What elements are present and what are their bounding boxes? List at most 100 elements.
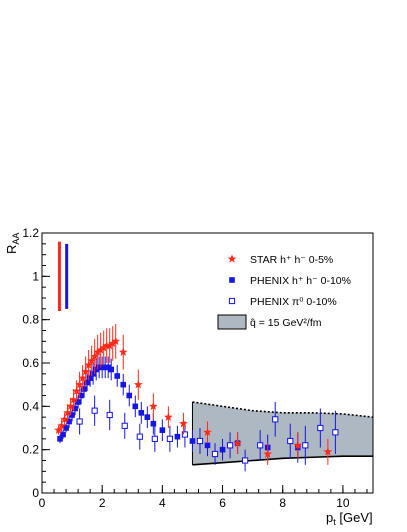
x-tick-label: 10 (336, 496, 350, 510)
data-point-star (54, 425, 63, 434)
data-point-filled-square (219, 446, 226, 453)
data-point-star (96, 345, 106, 354)
data-point-open-square (257, 442, 264, 449)
data-point-filled-square (99, 364, 105, 371)
data-point-open-square (106, 411, 113, 419)
legend-label: STAR h⁺ h⁻ 0-5% (250, 254, 333, 266)
data-point-open-square (196, 437, 204, 445)
legend-swatch-band (217, 314, 247, 330)
data-point-filled-square (102, 364, 108, 371)
data-point-star (164, 412, 173, 421)
data-point-filled-square (105, 364, 111, 371)
data-point-star (148, 401, 158, 411)
data-point-filled-square (144, 414, 151, 420)
data-point-open-square (226, 442, 234, 449)
data-point-star (75, 380, 84, 389)
data-point-star (118, 347, 128, 356)
data-point-filled-square (114, 373, 121, 379)
data-point-star (293, 440, 303, 450)
data-point-filled-square (69, 412, 75, 418)
data-point-open-square (317, 424, 324, 432)
data-point-star (84, 360, 94, 369)
data-point-star (81, 367, 91, 376)
x-tick-label: 2 (99, 496, 106, 510)
data-point-open-square (272, 416, 279, 423)
data-point-filled-square (108, 366, 115, 373)
data-point-filled-square (96, 364, 102, 371)
data-point-filled-square (63, 425, 69, 431)
data-point-star (179, 419, 188, 428)
y-tick-label: 0.6 (22, 356, 39, 370)
data-point-open-square (211, 450, 219, 458)
data-point-filled-square (81, 386, 87, 392)
data-point-open-square (136, 433, 143, 440)
data-point-filled-square (174, 433, 181, 440)
band-lower-curve (192, 455, 373, 466)
x-axis-title-main: p (326, 510, 333, 525)
legend-swatch-filled-square (229, 277, 235, 283)
data-point-star (233, 438, 242, 447)
data-point-star (60, 414, 69, 424)
x-axis-title: pt [GeV] (326, 510, 373, 527)
data-point-star (90, 351, 100, 361)
y-tick-label: 0.4 (22, 399, 39, 413)
data-point-filled-square (120, 381, 127, 388)
data-point-star (78, 373, 87, 382)
data-point-open-square (151, 435, 158, 442)
y-tick-label: 0.2 (22, 443, 39, 457)
data-point-open-square (287, 437, 294, 445)
data-point-filled-square (126, 392, 133, 399)
legend-swatch-star (227, 254, 237, 263)
data-point-filled-square (78, 392, 84, 399)
legend-swatch-open-square (228, 297, 236, 305)
data-point-open-square (166, 435, 173, 442)
data-point-filled-square (87, 375, 93, 381)
x-tick-label: 6 (219, 496, 226, 510)
data-point-open-square (302, 442, 309, 449)
data-point-star (105, 341, 115, 350)
data-point-open-square (91, 407, 98, 414)
data-point-filled-square (60, 431, 66, 438)
data-point-star (111, 336, 121, 346)
data-point-star (108, 338, 118, 348)
data-point-star (323, 447, 333, 456)
data-point-filled-square (138, 410, 145, 416)
data-point-open-square (181, 431, 189, 438)
data-point-open-square (242, 457, 249, 464)
data-point-filled-square (159, 427, 166, 433)
legend-label: PHENIX π⁰ 0-10% (250, 296, 337, 308)
data-point-filled-square (57, 436, 63, 442)
data-point-star (263, 449, 273, 458)
data-point-star (57, 421, 66, 430)
legend-label: q̂ = 15 GeV²/fm (250, 317, 322, 329)
data-point-star (203, 427, 212, 437)
data-point-filled-square (93, 366, 99, 373)
y-tick-label: 1.2 (22, 226, 39, 240)
data-point-star (66, 401, 75, 411)
data-point-star (87, 356, 97, 365)
data-point-star (133, 380, 143, 389)
y-tick-label: 1 (32, 269, 39, 283)
x-axis-title-sub: t (333, 517, 336, 527)
data-point-filled-square (75, 399, 81, 405)
data-point-star (63, 408, 72, 417)
data-point-star (72, 386, 81, 395)
data-point-filled-square (90, 371, 96, 377)
data-point-filled-square (204, 442, 211, 449)
data-point-open-square (121, 422, 128, 429)
y-tick-label: 0.8 (22, 313, 39, 327)
data-point-filled-square (189, 438, 196, 444)
data-point-filled-square (72, 405, 78, 412)
y-axis-title: RAA (4, 233, 21, 254)
data-point-filled-square (132, 403, 139, 410)
x-tick-label: 0 (39, 496, 46, 510)
data-point-filled-square (66, 418, 72, 425)
y-axis-title-main: R (4, 245, 19, 254)
y-tick-label: 0 (32, 486, 39, 500)
x-tick-label: 4 (159, 496, 166, 510)
data-point-open-square (76, 418, 83, 425)
data-point-filled-square (150, 420, 157, 427)
data-point-filled-square (84, 379, 90, 386)
